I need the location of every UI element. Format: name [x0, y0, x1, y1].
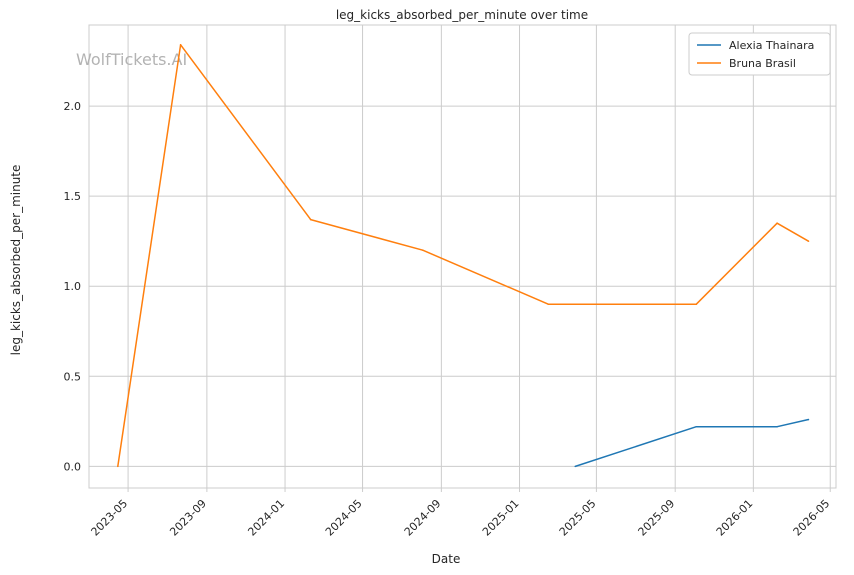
- x-tick-label: 2025-09: [636, 497, 678, 539]
- series-0-point: [807, 418, 810, 421]
- series-1-point: [421, 249, 424, 251]
- x-tick-label: 2026-05: [791, 497, 833, 539]
- x-tick-label: 2024-01: [245, 497, 287, 539]
- series-1-point: [695, 303, 698, 306]
- plot-frame: [88, 24, 837, 489]
- y-axis-label: leg_kicks_absorbed_per_minute: [9, 165, 23, 356]
- chart-title: leg_kicks_absorbed_per_minute over time: [336, 8, 588, 22]
- legend-box: [688, 32, 831, 76]
- series-1-point: [776, 222, 778, 224]
- series-0-point: [574, 465, 577, 468]
- legend-label: Bruna Brasil: [729, 57, 796, 70]
- x-tick-label: 2026-01: [714, 497, 756, 539]
- x-tick-label: 2023-09: [167, 497, 209, 539]
- x-tick-label: 2025-01: [480, 497, 522, 539]
- series-0-point: [776, 425, 778, 428]
- series-1-point: [807, 240, 810, 242]
- series-1-point: [117, 465, 119, 468]
- grid: [89, 25, 836, 492]
- series-1-point: [179, 44, 182, 46]
- x-tick-label: 2025-05: [557, 497, 599, 539]
- series-line-1: [117, 44, 809, 467]
- y-tick-label: 2.0: [64, 100, 82, 113]
- y-tick-label: 1.5: [64, 190, 82, 203]
- x-tick-labels: 2023-05 2023-09 2024-01 2024-05 2024-09 2025-…: [89, 497, 833, 539]
- series-1-point: [547, 303, 550, 306]
- x-tick-label: 2024-09: [402, 497, 444, 539]
- y-tick-label: 0.0: [64, 460, 82, 473]
- series-group: [117, 44, 810, 468]
- x-axis-label: Date: [432, 552, 461, 566]
- series-0-point: [695, 425, 698, 428]
- x-tick-label: 2024-05: [323, 497, 365, 539]
- series-1-point: [309, 218, 312, 221]
- watermark: WolfTickets.AI: [76, 50, 187, 69]
- legend: Alexia Thainara Bruna Brasil: [688, 32, 831, 76]
- y-tick-label: 1.0: [64, 280, 82, 293]
- series-line-0: [575, 418, 809, 468]
- y-tick-labels: 0.0 0.5 1.0 1.5 2.0: [64, 100, 82, 473]
- legend-label: Alexia Thainara: [729, 39, 814, 52]
- x-tick-label: 2023-05: [89, 497, 131, 539]
- y-tick-label: 0.5: [64, 370, 82, 383]
- plot-area: [89, 25, 836, 488]
